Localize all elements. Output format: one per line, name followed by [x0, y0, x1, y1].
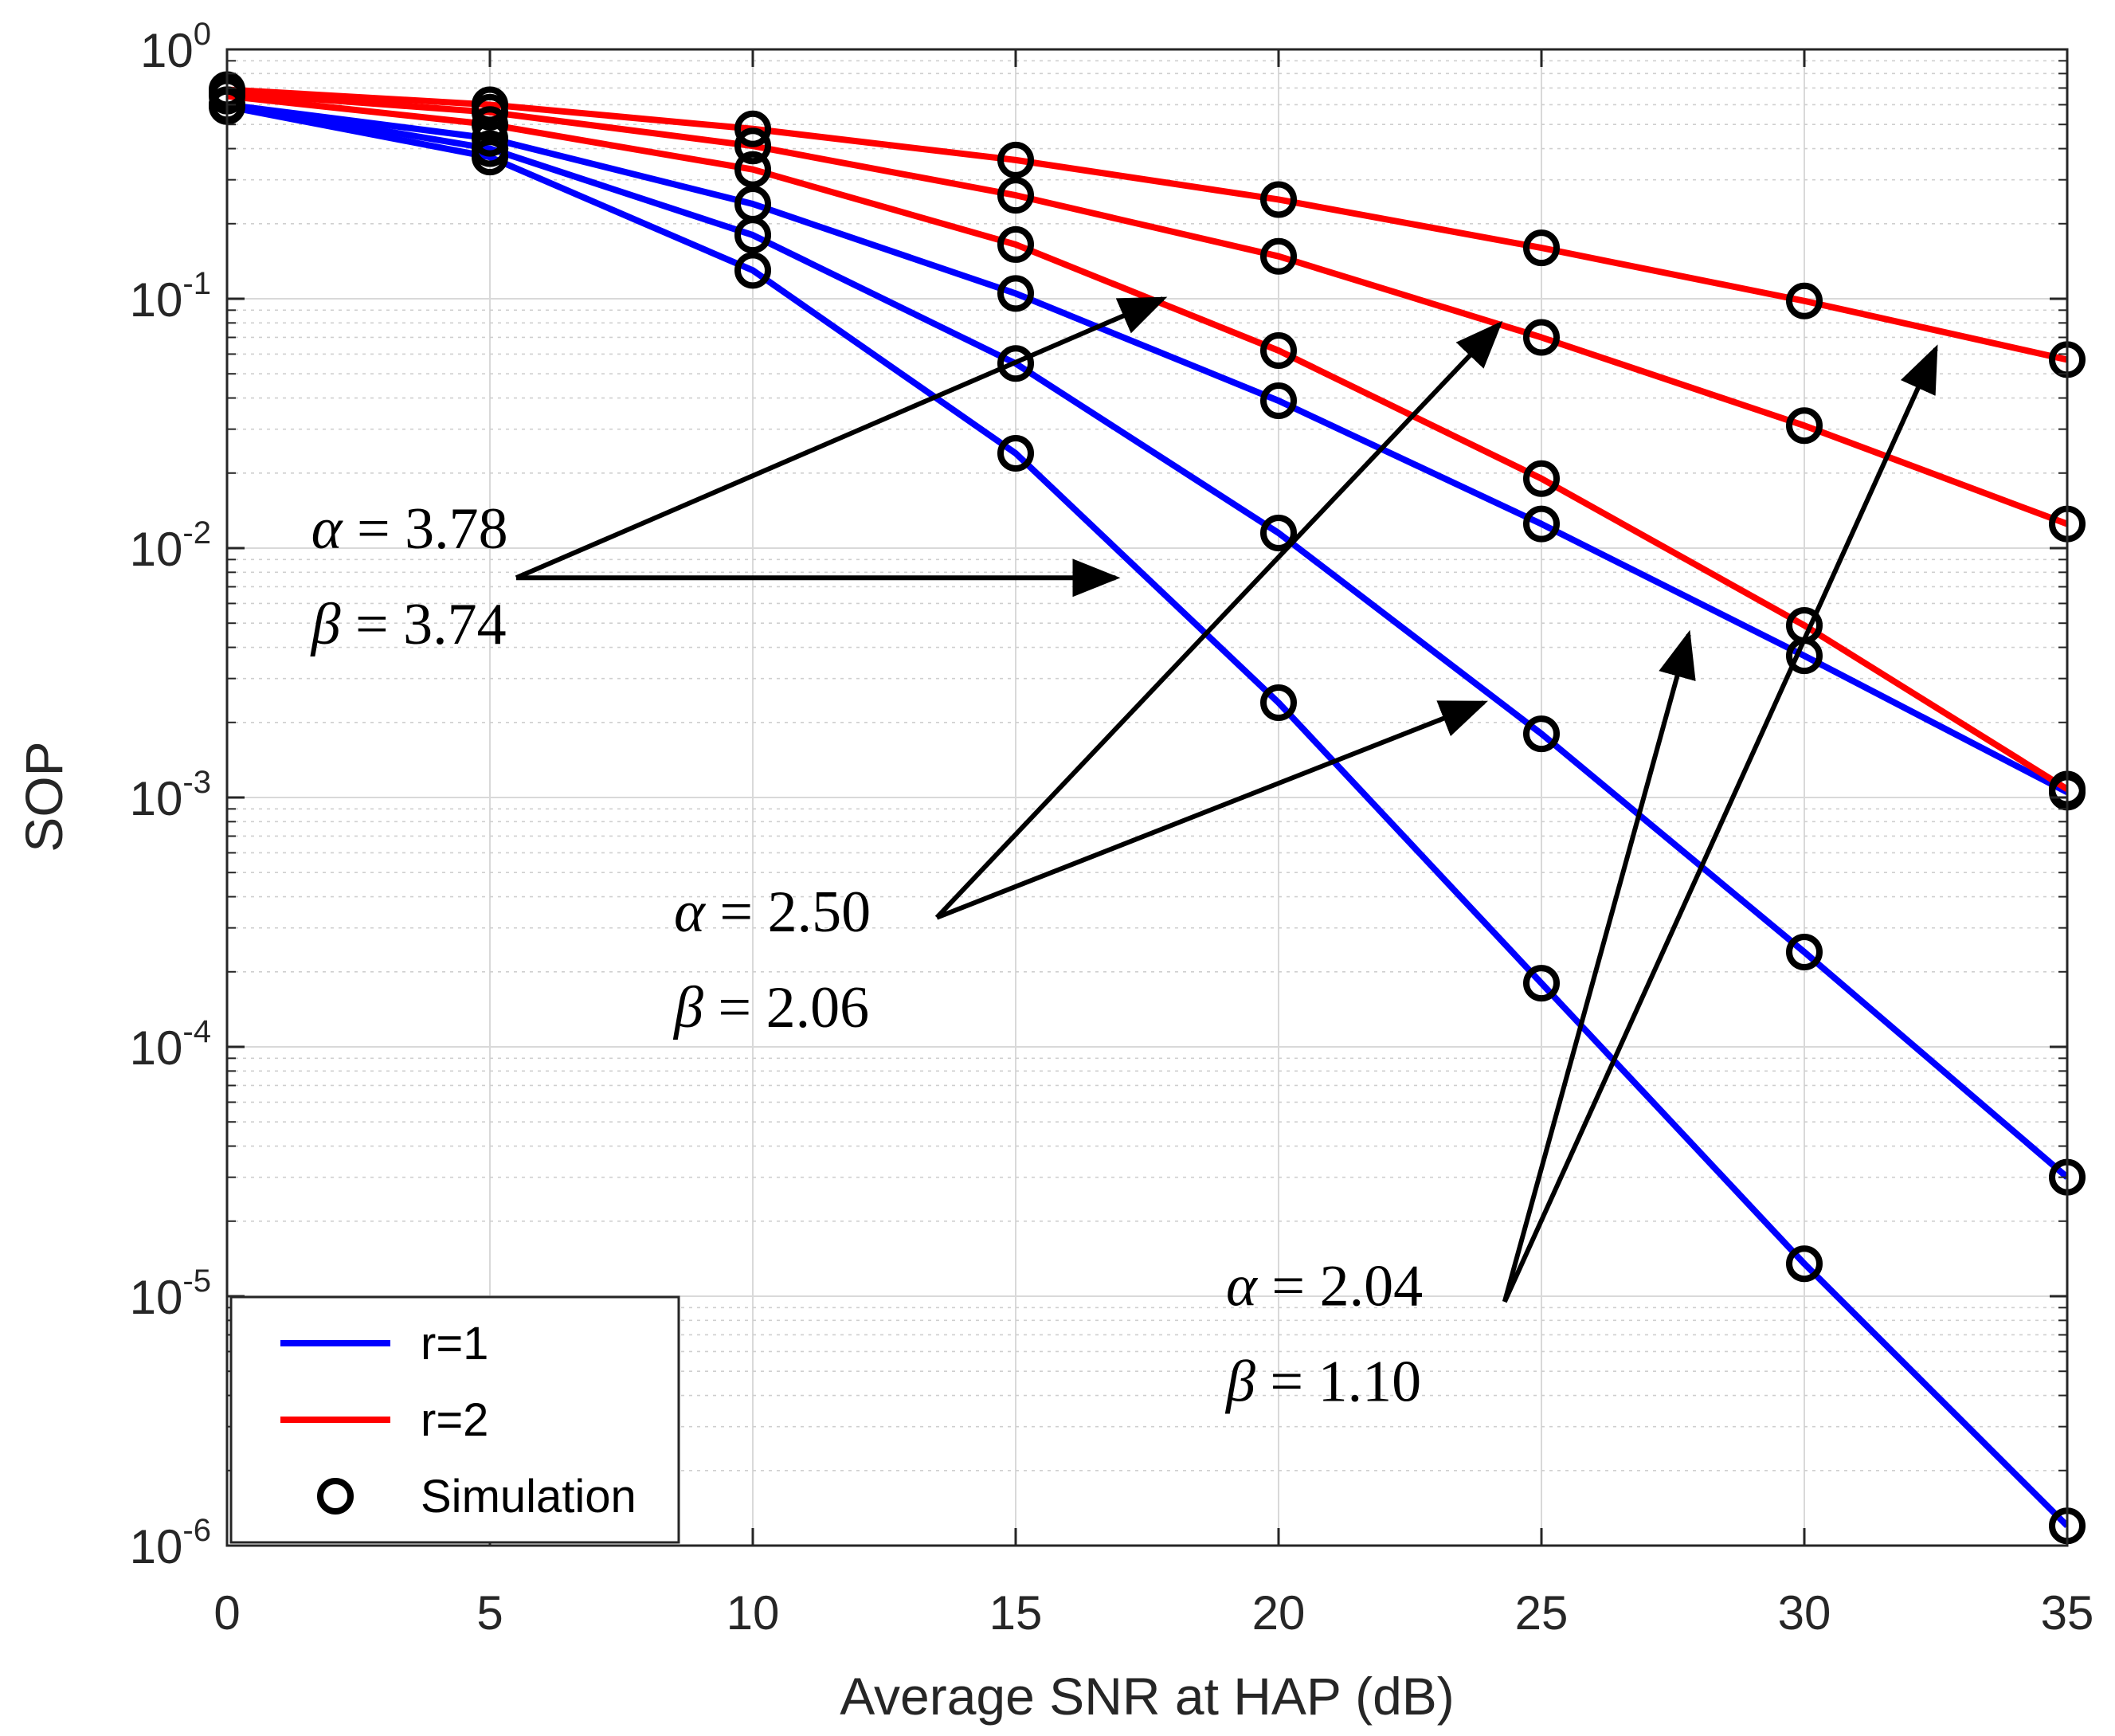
- y-tick-label: 10-6: [130, 1513, 211, 1573]
- y-tick-label: 10-2: [130, 515, 211, 576]
- series-lines: [227, 86, 2067, 1529]
- x-tick-label: 15: [989, 1586, 1043, 1640]
- x-tick-label: 5: [476, 1586, 503, 1640]
- y-tick-base: 10: [140, 24, 194, 77]
- x-tick-label: 0: [213, 1586, 240, 1640]
- annotation-beta: β = 2.06: [672, 975, 869, 1040]
- y-tick-exponent: -5: [182, 1264, 211, 1299]
- simulation-marker: [1260, 382, 1297, 419]
- annotation-arrow: [515, 296, 1168, 581]
- simulation-marker: [734, 252, 771, 289]
- x-tick-labels: 0 5 10 15 20 25 30 35: [213, 1586, 2093, 1640]
- series-line: [227, 101, 2067, 795]
- simulation-marker: [997, 275, 1034, 312]
- y-tick-exponent: 0: [194, 17, 211, 52]
- x-axis-title: Average SNR at HAP (dB): [840, 1667, 1455, 1726]
- simulation-marker: [1260, 515, 1297, 552]
- y-axis-title: SOP: [14, 741, 73, 852]
- x-tick-label: 30: [1778, 1586, 1831, 1640]
- annotation-alpha: α = 2.50: [674, 880, 871, 945]
- series-line: [227, 86, 2067, 363]
- x-tick-label: 35: [2041, 1586, 2094, 1640]
- y-tick-base: 10: [130, 273, 183, 327]
- simulation-marker: [1523, 715, 1560, 753]
- annotation-beta: β = 1.10: [1224, 1349, 1421, 1414]
- y-tick-base: 10: [130, 1021, 183, 1075]
- legend-label: r=1: [421, 1318, 488, 1370]
- simulation-marker: [997, 345, 1034, 382]
- simulation-marker: [1523, 319, 1560, 356]
- y-tick-exponent: -2: [182, 515, 211, 551]
- annotation-arrow: [934, 320, 1503, 919]
- simulation-markers: [209, 71, 2086, 1545]
- simulation-marker: [472, 86, 508, 123]
- y-tick-base: 10: [130, 1520, 183, 1573]
- simulation-marker: [1786, 282, 1823, 319]
- simulation-marker: [1786, 407, 1823, 445]
- simulation-marker: [734, 151, 771, 188]
- simulation-marker: [997, 225, 1034, 263]
- simulation-marker: [1260, 331, 1297, 369]
- annotation-arrow: [935, 700, 1488, 920]
- legend-label: Simulation: [421, 1471, 636, 1522]
- legend-label: r=2: [421, 1394, 488, 1446]
- series-line: [227, 101, 2067, 1180]
- x-tick-label: 10: [727, 1586, 780, 1640]
- annotations: α = 3.78 β = 3.74 α = 2.50 β = 2.06 α = 2.04…: [310, 296, 1938, 1414]
- y-tick-label: 10-4: [130, 1014, 211, 1075]
- simulation-marker: [1260, 684, 1297, 721]
- y-tick-exponent: -4: [182, 1014, 211, 1049]
- y-tick-label: 10-5: [130, 1264, 211, 1324]
- simulation-marker: [1523, 965, 1560, 1002]
- y-tick-label: 10-1: [130, 266, 211, 327]
- series-line: [227, 103, 2067, 1529]
- simulation-marker: [1260, 237, 1297, 275]
- simulation-marker: [997, 177, 1034, 214]
- y-tick-exponent: -3: [182, 765, 211, 800]
- y-tick-label: 10-3: [130, 765, 211, 825]
- legend-marker-swatch: [317, 1478, 354, 1515]
- y-tick-exponent: -1: [182, 266, 211, 301]
- simulation-marker: [1523, 460, 1560, 497]
- simulation-marker: [734, 127, 771, 165]
- simulation-marker: [1523, 229, 1560, 267]
- legend: r=1 r=2 Simulation: [229, 1295, 680, 1544]
- simulation-marker: [734, 110, 771, 147]
- y-tick-label: 100: [140, 17, 211, 77]
- annotation-arrow: [1502, 629, 1696, 1303]
- y-tick-base: 10: [130, 1271, 183, 1324]
- y-tick-exponent: -6: [182, 1513, 211, 1548]
- simulation-marker: [734, 217, 771, 254]
- simulation-marker: [1523, 505, 1560, 543]
- simulation-marker: [997, 141, 1034, 178]
- annotation-alpha: α = 2.04: [1226, 1253, 1423, 1319]
- annotation-arrow: [1502, 344, 1938, 1303]
- simulation-marker: [1786, 933, 1823, 970]
- annotation-beta: β = 3.74: [310, 592, 507, 657]
- annotation-alpha: α = 3.78: [311, 496, 508, 562]
- x-tick-label: 25: [1515, 1586, 1569, 1640]
- x-tick-label: 20: [1252, 1586, 1306, 1640]
- simulation-marker: [1786, 1245, 1823, 1283]
- simulation-marker: [997, 434, 1034, 472]
- y-tick-base: 10: [130, 772, 183, 825]
- simulation-marker: [1260, 181, 1297, 218]
- simulation-marker: [472, 106, 508, 143]
- y-tick-base: 10: [130, 523, 183, 576]
- series-line: [227, 89, 2067, 527]
